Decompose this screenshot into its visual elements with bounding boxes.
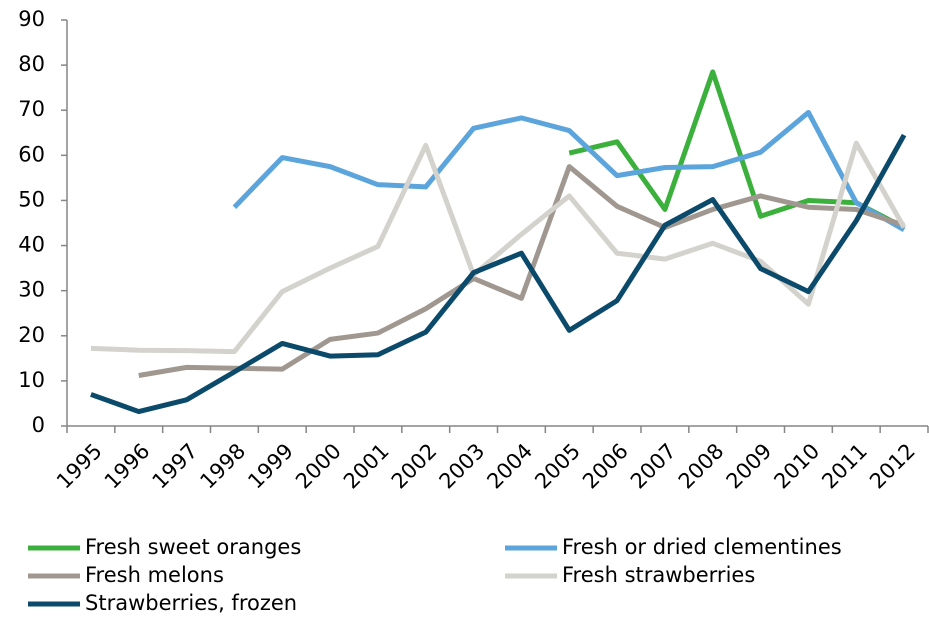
x-tick-label: 1995 — [52, 439, 107, 494]
y-tick-label: 20 — [18, 323, 45, 347]
legend-label: Fresh or dried clementines — [562, 535, 842, 559]
x-tick-label: 2000 — [291, 439, 346, 494]
y-tick-label: 80 — [18, 52, 45, 76]
x-tick-label: 2011 — [817, 439, 872, 494]
y-tick-label: 50 — [18, 187, 45, 211]
x-tick-label: 2003 — [435, 439, 490, 494]
series-line — [232, 109, 906, 232]
x-tick-label: 2007 — [626, 439, 681, 494]
legend-label: Fresh sweet oranges — [85, 535, 301, 559]
y-tick-label: 30 — [18, 278, 45, 302]
x-tick-label: 1996 — [100, 439, 155, 494]
y-tick-label: 90 — [18, 7, 45, 31]
x-tick-label: 2010 — [769, 439, 824, 494]
x-tick-label: 2005 — [530, 439, 585, 494]
legend-label: Fresh strawberries — [562, 563, 755, 587]
x-tick-label: 2012 — [865, 439, 920, 494]
series-line — [90, 140, 907, 355]
legend-label: Strawberries, frozen — [85, 591, 297, 615]
x-tick-label: 2008 — [674, 439, 729, 494]
series-line — [90, 133, 907, 415]
legend-label: Fresh melons — [85, 563, 224, 587]
series-line — [568, 69, 906, 230]
y-tick-label: 0 — [32, 413, 45, 437]
y-tick-label: 60 — [18, 142, 45, 166]
y-tick-label: 40 — [18, 233, 45, 257]
x-tick-label: 2004 — [482, 439, 537, 494]
x-tick-label: 1999 — [243, 439, 298, 494]
x-tick-label: 2002 — [387, 439, 442, 494]
series-line — [138, 164, 905, 378]
x-tick-label: 2006 — [578, 439, 633, 494]
x-tick-label: 1997 — [148, 439, 203, 494]
y-tick-label: 70 — [18, 97, 45, 121]
x-tick-label: 2001 — [339, 439, 394, 494]
x-tick-label: 2009 — [722, 439, 777, 494]
y-tick-label: 10 — [18, 368, 45, 392]
x-tick-label: 1998 — [195, 439, 250, 494]
